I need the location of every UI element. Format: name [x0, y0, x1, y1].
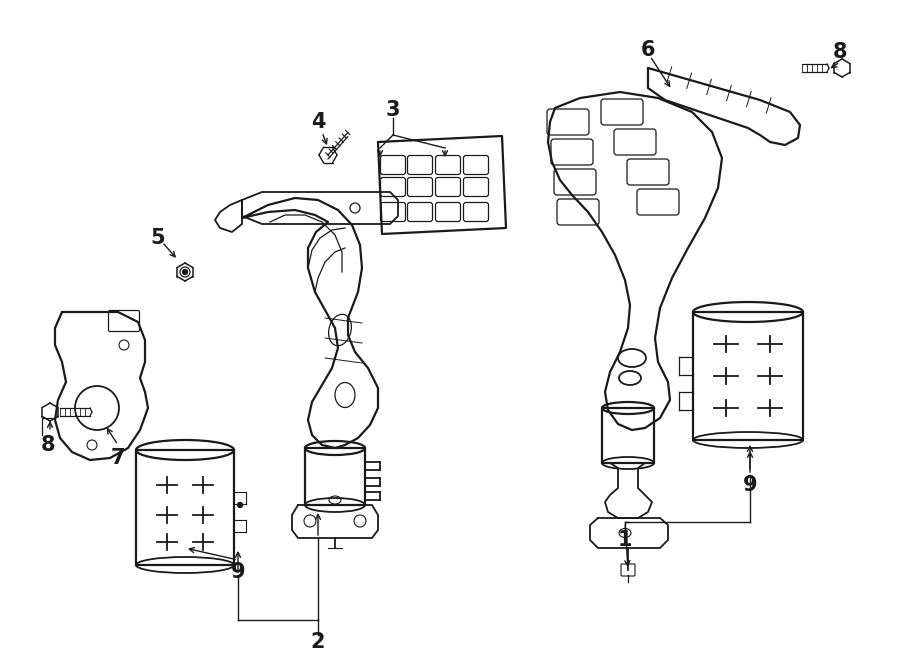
Text: 6: 6: [641, 40, 655, 60]
Text: 9: 9: [230, 562, 246, 582]
Text: 8: 8: [832, 42, 847, 62]
Text: 3: 3: [386, 100, 400, 120]
Text: 4: 4: [310, 112, 325, 132]
Circle shape: [183, 270, 187, 274]
Text: 1: 1: [617, 530, 632, 550]
Bar: [602, 408, 654, 463]
Text: 2: 2: [310, 632, 325, 652]
Text: 9: 9: [742, 475, 757, 495]
Bar: [136, 450, 234, 565]
Bar: [693, 312, 803, 440]
Circle shape: [238, 502, 242, 508]
Text: 8: 8: [40, 435, 55, 455]
Text: 5: 5: [150, 228, 166, 248]
Text: 7: 7: [111, 448, 125, 468]
Bar: [305, 448, 365, 505]
